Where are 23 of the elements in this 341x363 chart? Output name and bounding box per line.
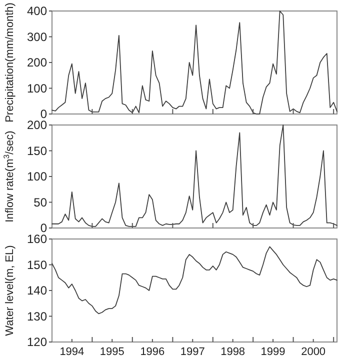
y-tick-label: 300 <box>26 30 48 44</box>
y-tick-label: 150 <box>26 258 48 272</box>
x-tick-label: 1996 <box>140 346 165 358</box>
y-tick-label: 200 <box>26 56 48 70</box>
line-series <box>52 10 338 114</box>
y-tick-label: 120 <box>26 335 48 350</box>
x-tick-label: 1995 <box>100 346 124 358</box>
line-series <box>52 246 338 314</box>
y-axis-title: Precipitation(mm/month) <box>4 2 16 122</box>
y-tick-label: 150 <box>26 144 48 158</box>
y-tick-label: 400 <box>26 4 48 18</box>
x-tick-label: 1994 <box>60 346 84 358</box>
x-tick-label: 1997 <box>180 346 205 358</box>
y-tick-label: 130 <box>26 309 48 324</box>
y-tick-label: 140 <box>26 284 48 298</box>
y-tick-label: 50 <box>34 195 48 210</box>
x-tick-label: 1998 <box>220 346 246 358</box>
line-series <box>52 124 338 227</box>
y-tick-label: 100 <box>26 170 48 184</box>
y-axis-title: Water level(m, EL) <box>4 245 16 336</box>
x-tick-label: 2000 <box>301 346 326 358</box>
y-tick-label: 100 <box>26 81 48 96</box>
x-tick-label: 1999 <box>260 346 286 358</box>
